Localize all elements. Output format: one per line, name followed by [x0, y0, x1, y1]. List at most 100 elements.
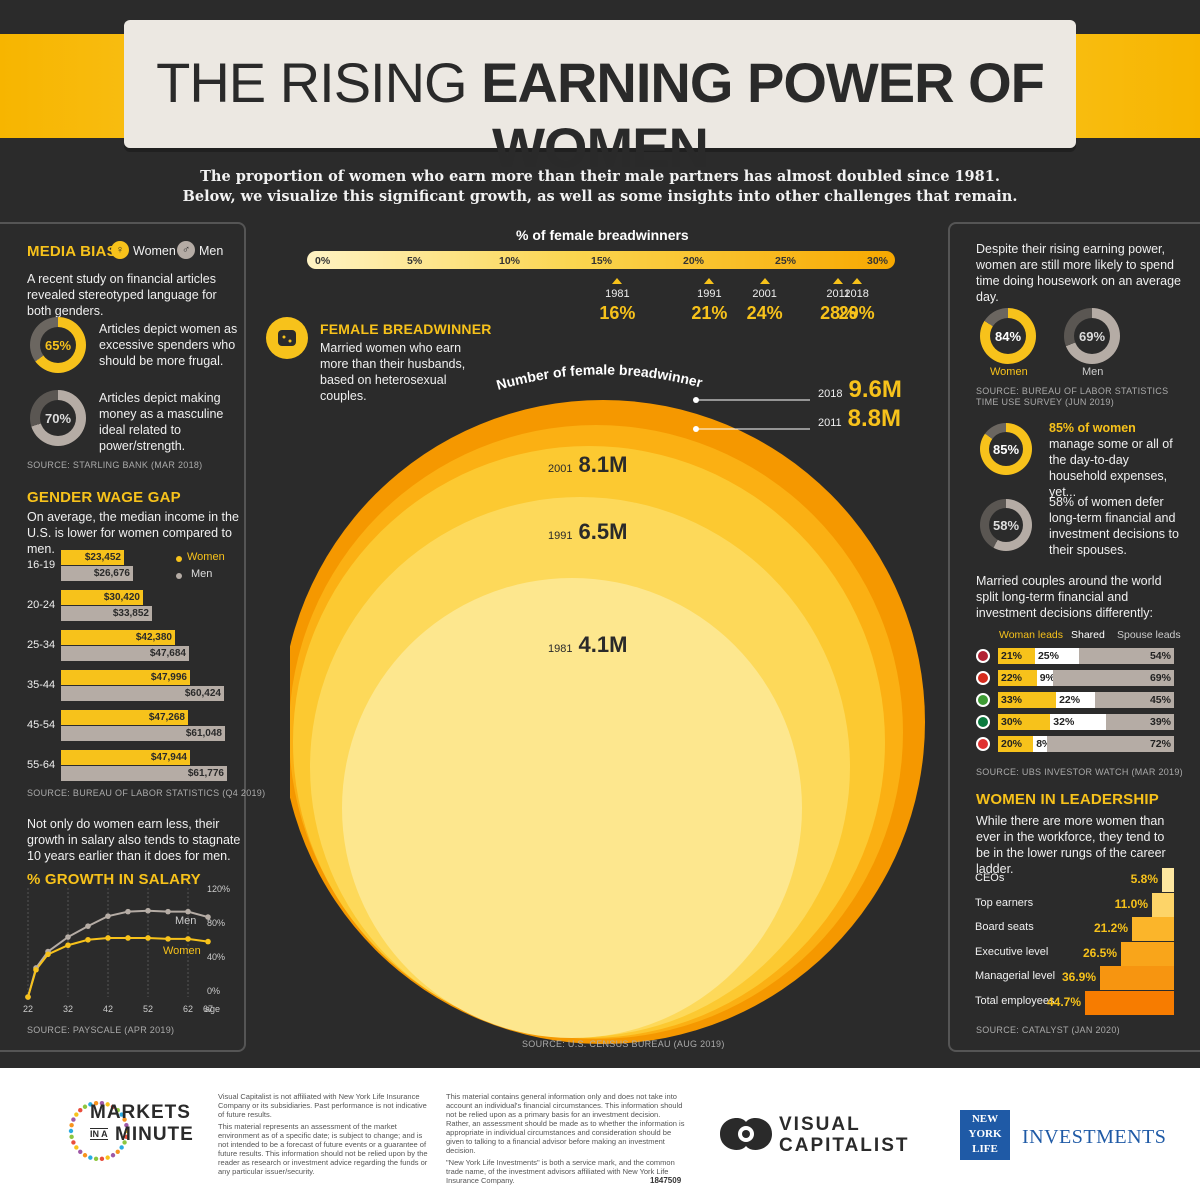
year-marker: 1981 16% [592, 278, 642, 324]
visual-capitalist-logo-icon [720, 1118, 772, 1150]
men-growth-point [165, 908, 171, 915]
leadership-step [1100, 966, 1174, 990]
decisions-source: SOURCE: UBS INVESTOR WATCH (MAR 2019) [976, 767, 1183, 777]
salary-title: % GROWTH IN SALARY [27, 871, 201, 888]
left-panel [0, 222, 246, 1052]
media-stat1-text: Articles depict women as excessive spend… [99, 322, 238, 368]
men-wage-bar: $47,684 [61, 646, 189, 661]
marker-triangle-icon [833, 278, 844, 284]
census-source: SOURCE: U.S. CENSUS BUREAU (AUG 2019) [522, 1039, 725, 1049]
label-1991: 1991 6.5M [548, 519, 628, 544]
swiss-flag-icon [976, 671, 990, 685]
scale-tick: 5% [407, 255, 423, 267]
logo-dot [88, 1155, 93, 1160]
salary-growth-chart [25, 888, 211, 1000]
housework-source: SOURCE: BUREAU OF LABOR STATISTICS TIME … [976, 386, 1169, 407]
marker-percent: 16% [599, 303, 636, 323]
logo-dot [93, 1156, 99, 1162]
men-wage-bar: $26,676 [61, 566, 133, 581]
legend-men-dot [176, 573, 182, 579]
bread-icon [266, 317, 308, 359]
shared-segment: 8% [1033, 736, 1051, 752]
scale-tick: 25% [775, 255, 797, 267]
men-wage-bar: $60,424 [61, 686, 224, 701]
salary-intro: Not only do women earn less, their growt… [27, 817, 241, 863]
women-growth-point [85, 936, 91, 943]
scale-tick: 30% [867, 255, 889, 267]
marker-triangle-icon [704, 278, 715, 284]
logo-dot [82, 1104, 88, 1109]
logo-dot [110, 1153, 116, 1158]
logo-dot [71, 1140, 76, 1145]
media-women-donut: 65% [30, 317, 86, 373]
title-banner: THE RISING EARNING POWER OF WOMEN [124, 20, 1076, 179]
leadership-value: 36.9% [1061, 970, 1096, 984]
decision-row: 21% 25% 54% [998, 648, 1174, 664]
leadership-source: SOURCE: CATALYST (JAN 2020) [976, 1025, 1120, 1035]
logo-dot [124, 1122, 129, 1128]
logo-dot [78, 1107, 83, 1113]
leadership-label: Top earners [975, 896, 1034, 909]
salary-y-tick: 0% [207, 986, 221, 996]
leadership-label: Executive level [975, 945, 1049, 958]
leadership-step [1121, 941, 1174, 966]
nyl-badge: NEW YORK LIFE [960, 1110, 1010, 1160]
salary-x-tick: 32 [63, 1004, 74, 1014]
leadership-step [1152, 892, 1174, 917]
logo-minute: MINUTE [115, 1124, 194, 1145]
salary-x-tick: 67 [203, 1004, 214, 1014]
leadership-value: 26.5% [1082, 945, 1117, 960]
men-wage-bar: $61,048 [61, 726, 225, 741]
legend-women: Women [133, 244, 176, 258]
col-shared: Shared [1071, 629, 1105, 641]
leadership-label: CEOs [975, 872, 1005, 884]
spouse-leads-segment: 39% [1106, 714, 1174, 730]
leadership-title: WOMEN IN LEADERSHIP [976, 791, 1159, 808]
singapore-flag-icon [976, 737, 990, 751]
men-series-label: Men [175, 915, 197, 927]
logo-dot [122, 1117, 127, 1122]
housework-women-donut: 84% [980, 308, 1036, 364]
logo-dot [93, 1100, 99, 1106]
logo-dot [69, 1134, 74, 1140]
expenses-donut: 85% [980, 423, 1032, 475]
year-marker: 2001 24% [740, 278, 790, 324]
age-label: 25-34 [27, 639, 56, 651]
marker-year: 2018 [844, 288, 869, 300]
age-label: 16-19 [27, 559, 56, 571]
breadwinner-title: FEMALE BREADWINNER [320, 321, 492, 337]
scale-tick: 0% [315, 255, 331, 267]
right-panel [948, 222, 1200, 1052]
scale-title: % of female breadwinners [516, 227, 689, 243]
spouse-leads-segment: 69% [1052, 670, 1174, 686]
age-label: 55-64 [27, 759, 56, 771]
women-growth-point [33, 966, 39, 973]
age-label: 45-54 [27, 719, 56, 731]
wage-legend-women: Women [187, 551, 225, 563]
shared-segment: 9% [1036, 670, 1055, 686]
leadership-label: Total employees [975, 994, 1055, 1007]
men-growth-point [145, 907, 151, 914]
salary-x-tick: 42 [103, 1004, 114, 1014]
label-2018: 2018 9.6M [818, 376, 902, 403]
logo-dot [74, 1145, 79, 1150]
scale-tick: 15% [591, 255, 613, 267]
leadership-value: 44.7% [1046, 994, 1081, 1009]
age-label: 20-24 [27, 599, 56, 611]
logo-dot [124, 1128, 130, 1134]
logo-dot [69, 1122, 74, 1128]
men-wage-bar: $61,776 [61, 766, 227, 781]
decisions-intro: Married couples around the world split l… [976, 574, 1162, 620]
men-wage-bar: $33,852 [61, 606, 152, 621]
women-wage-bar: $47,268 [61, 710, 188, 725]
col-spouse-leads: Spouse leads [1117, 629, 1181, 641]
salary-y-tick: 80% [207, 918, 226, 928]
women-growth-point [165, 936, 171, 942]
logo-dot [105, 1155, 110, 1160]
legend-women-dot [176, 556, 182, 562]
leadership-label: Board seats [975, 921, 1034, 933]
logo-dot [82, 1153, 88, 1158]
women-growth-point [145, 935, 151, 941]
logo-markets: MARKETS [90, 1102, 191, 1123]
women-series-label: Women [163, 945, 201, 957]
